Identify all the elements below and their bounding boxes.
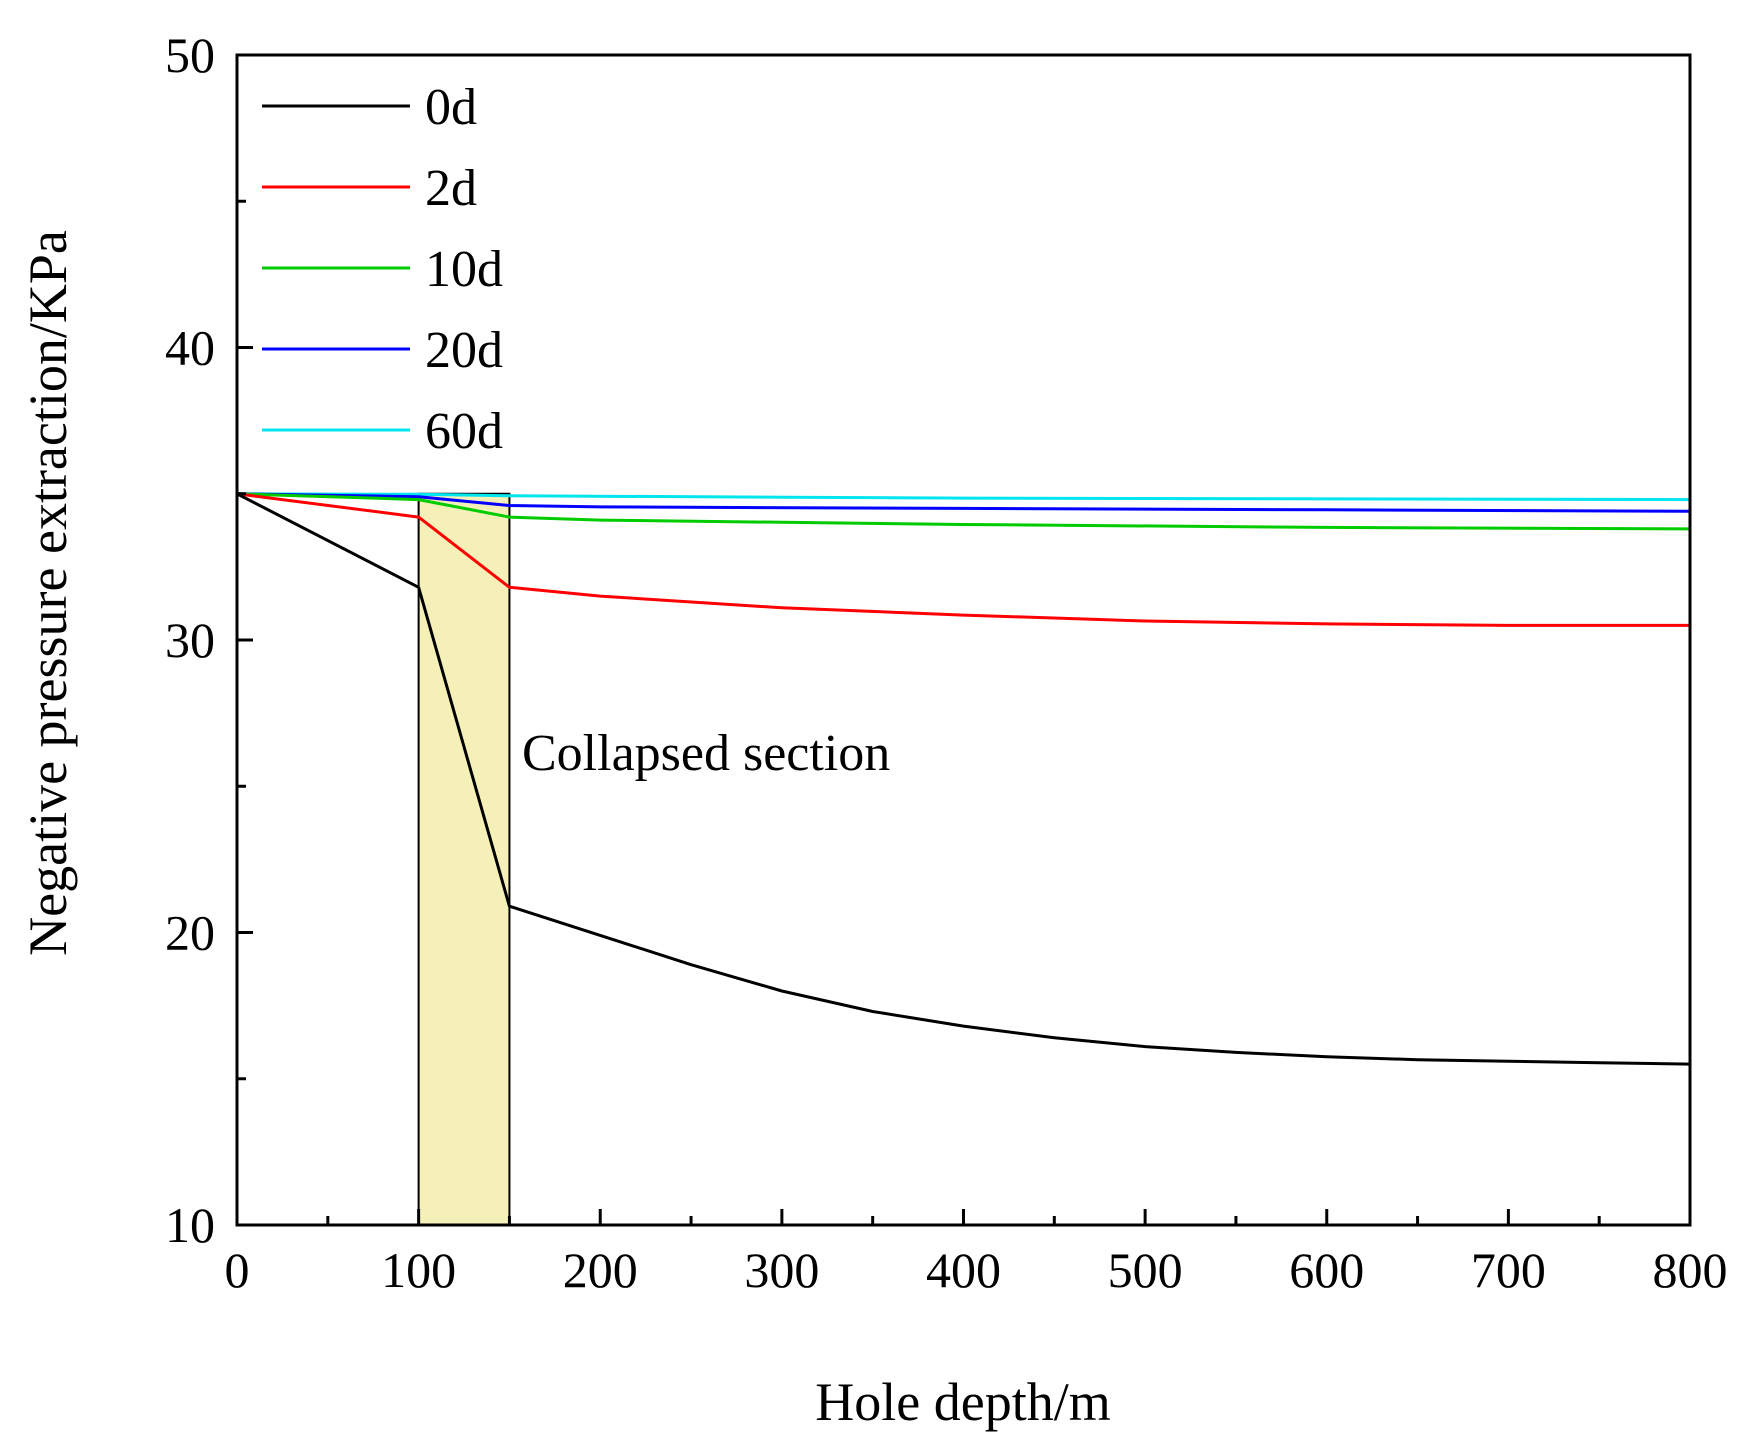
legend-label-10d: 10d <box>425 241 503 298</box>
x-tick-label: 800 <box>1653 1242 1728 1298</box>
x-tick-label: 0 <box>225 1242 250 1298</box>
series-line-10d <box>236 492 1691 531</box>
collapsed-section-region <box>417 492 511 1226</box>
legend-label-60d: 60d <box>425 403 503 460</box>
x-tick-label: 100 <box>381 1242 456 1298</box>
x-tick-label: 300 <box>744 1242 819 1298</box>
y-tick-label: 40 <box>165 320 215 376</box>
x-tick-label: 400 <box>926 1242 1001 1298</box>
y-tick-label: 30 <box>165 612 215 668</box>
collapsed-section-label: Collapsed section <box>522 725 890 782</box>
x-tick-labels: 0 100 200 300 400 500 600 700 800 <box>225 1242 1728 1298</box>
series-line-0d <box>236 492 1691 1066</box>
y-tick-label: 50 <box>165 27 215 83</box>
legend-label-0d: 0d <box>425 79 477 136</box>
legend-label-20d: 20d <box>425 322 503 379</box>
x-tick-label: 500 <box>1108 1242 1183 1298</box>
y-axis-title: Negative pressure extraction/KPa <box>18 230 78 956</box>
x-axis-title: Hole depth/m <box>815 1372 1110 1432</box>
y-tick-label: 20 <box>165 905 215 961</box>
legend: 0d 2d 10d 20d 60d <box>262 79 503 460</box>
series-line-2d <box>236 492 1690 627</box>
series-line-20d <box>236 492 1691 513</box>
x-tick-label: 700 <box>1471 1242 1546 1298</box>
series-line-60d <box>236 492 1691 502</box>
x-tick-label: 200 <box>563 1242 638 1298</box>
y-tick-label: 10 <box>165 1197 215 1253</box>
y-tick-labels: 10 20 30 40 50 <box>165 27 215 1253</box>
axis-ticks <box>235 53 1692 1227</box>
series-group <box>236 492 1691 1066</box>
x-tick-label: 600 <box>1289 1242 1364 1298</box>
legend-label-2d: 2d <box>425 160 477 217</box>
